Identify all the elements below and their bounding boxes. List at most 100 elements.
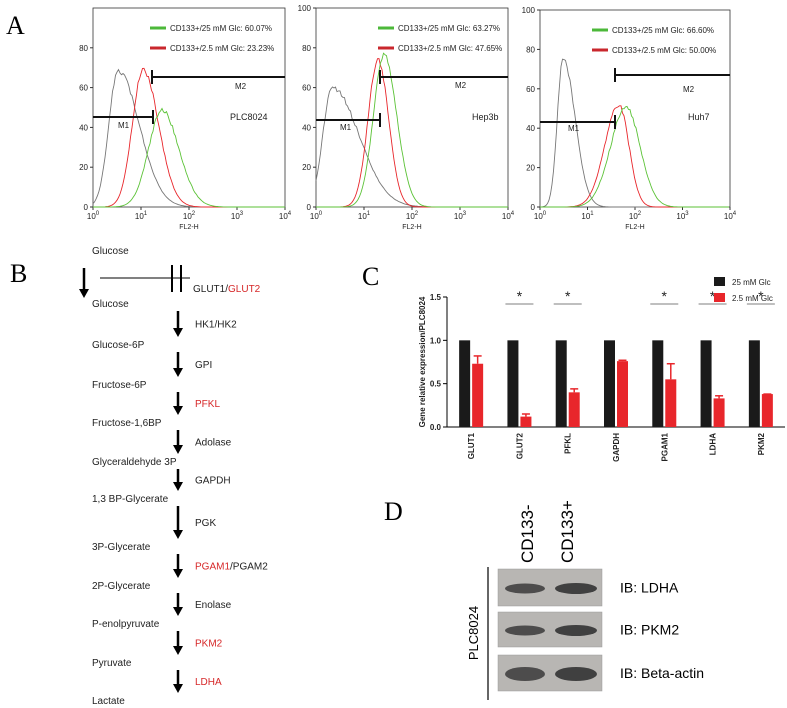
cell-line-label: Hep3b [472, 112, 499, 122]
x-tick-label: PFKL [564, 433, 573, 454]
enzyme: GAPDH [195, 476, 231, 487]
arrow-head [173, 328, 183, 337]
enzyme: PKM2 [195, 639, 223, 650]
bar [604, 340, 615, 427]
y-tick-label: 1.5 [430, 293, 442, 302]
x-tick-base: 10 [724, 212, 733, 221]
x-axis-label: FL2-H [402, 224, 421, 231]
blot-band [555, 667, 597, 681]
x-tick-label: GLUT1 [467, 432, 476, 459]
bar [568, 392, 580, 427]
enzyme-part: GPI [195, 360, 212, 371]
x-tick-base: 10 [231, 212, 240, 221]
metabolite: 2P-Glycerate [92, 581, 151, 592]
y-tick-label: 40 [79, 123, 88, 132]
enzyme: Enolase [195, 600, 232, 611]
significance-mark: * [565, 288, 571, 304]
x-tick-base: 10 [629, 212, 638, 221]
enzyme-part: GLUT2 [228, 284, 261, 295]
blot-band [505, 625, 545, 636]
x-tick-exp: 3 [463, 211, 467, 217]
enzyme-part: PFKL [195, 399, 220, 410]
x-tick-label: 100 [87, 211, 100, 221]
x-tick-exp: 3 [240, 211, 244, 217]
y-tick-label: 80 [79, 44, 88, 53]
y-axis-label: Gene relative expression/PLC8024 [418, 296, 427, 427]
x-tick-exp: 1 [144, 211, 148, 217]
legend-swatch [714, 277, 725, 286]
enzyme: PFKL [195, 399, 220, 410]
bar [652, 340, 664, 427]
arrow-head [173, 406, 183, 415]
enzyme: Adolase [195, 438, 232, 449]
x-tick-base: 10 [87, 212, 96, 221]
bar [748, 340, 760, 427]
plot-frame [92, 7, 286, 208]
metabolite: P-enolpyruvate [92, 619, 160, 630]
enzyme: GPI [195, 360, 212, 371]
x-tick-label: 100 [534, 211, 547, 221]
x-tick-exp: 2 [638, 211, 642, 217]
arrow-head [173, 684, 183, 693]
metabolite: Fructose-1,6BP [92, 418, 162, 429]
enzyme: PGK [195, 518, 216, 529]
y-tick-label: 60 [79, 84, 88, 93]
x-tick-label: 102 [183, 211, 196, 221]
legend-label: 2.5 mM Glc [732, 294, 773, 303]
legend-label: CD133+/2.5 mM Glc: 47.65% [398, 44, 502, 53]
x-tick-label: 101 [581, 211, 594, 221]
bar [665, 379, 677, 427]
bar [472, 363, 484, 427]
bar [459, 340, 471, 427]
legend-label: CD133+/25 mM Glc: 60.07% [170, 24, 272, 33]
y-tick-label: 60 [302, 84, 311, 93]
x-tick-base: 10 [454, 212, 463, 221]
legend-label: CD133+/25 mM Glc: 63.27% [398, 24, 500, 33]
cell-line-label: PLC8024 [466, 606, 481, 660]
y-tick-label: 0.5 [430, 380, 442, 389]
x-tick-base: 10 [183, 212, 192, 221]
cell-line-label: Huh7 [688, 112, 710, 122]
x-tick-exp: 0 [319, 211, 323, 217]
gate-label: M1 [568, 124, 580, 133]
blot-band [505, 583, 545, 594]
gate-label: M2 [455, 81, 467, 90]
bar [507, 340, 519, 427]
gate-label: M1 [118, 121, 130, 130]
legend-label: CD133+/2.5 mM Glc: 50.00% [612, 46, 716, 55]
enzyme-part: LDHA [195, 677, 222, 688]
gate-label: M2 [683, 85, 695, 94]
x-tick-label: 103 [454, 211, 467, 221]
x-tick-label: GAPDH [612, 433, 621, 462]
row-label: IB: Beta-actin [620, 665, 704, 681]
y-tick-label: 40 [302, 123, 311, 132]
bar [520, 416, 532, 427]
bar [555, 340, 567, 427]
bar [713, 398, 725, 427]
bar [617, 361, 628, 427]
y-tick-label: 0.0 [430, 423, 442, 432]
x-tick-label: 101 [358, 211, 371, 221]
metabolite: Glucose-6P [92, 340, 145, 351]
histogram-curve [540, 105, 729, 208]
metabolite: 3P-Glycerate [92, 542, 151, 553]
row-label: IB: PKM2 [620, 622, 679, 638]
metabolite: Pyruvate [92, 658, 132, 669]
x-tick-exp: 0 [96, 211, 100, 217]
arrow-head [173, 530, 183, 539]
blot-band [555, 583, 597, 594]
x-tick-base: 10 [502, 212, 511, 221]
enzyme: GLUT1/GLUT2 [193, 284, 261, 295]
gate-label: M2 [235, 82, 247, 91]
panel-label: D [384, 497, 403, 526]
y-tick-label: 20 [526, 164, 535, 173]
legend-label: CD133+/2.5 mM Glc: 23.23% [170, 44, 274, 53]
x-axis-label: FL2-H [625, 224, 644, 231]
histogram-curve [93, 67, 285, 208]
enzyme-part: HK1/HK2 [195, 320, 237, 331]
enzyme-part: Enolase [195, 600, 232, 611]
x-tick-exp: 1 [367, 211, 371, 217]
x-tick-exp: 0 [543, 211, 547, 217]
x-axis-label: FL2-H [179, 224, 198, 231]
y-tick-label: 0 [531, 203, 536, 212]
